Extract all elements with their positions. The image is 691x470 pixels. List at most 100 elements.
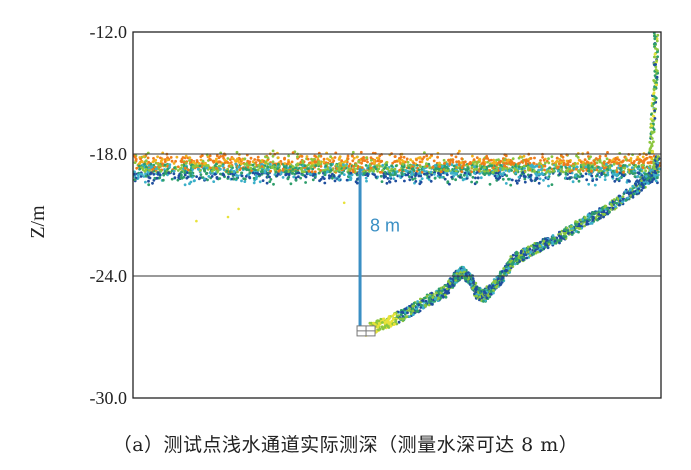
- scatter-point: [632, 192, 636, 196]
- scatter-point: [644, 169, 647, 173]
- scatter-point: [640, 174, 644, 178]
- scatter-point: [332, 159, 336, 163]
- scatter-point: [652, 128, 656, 131]
- scatter-point: [656, 71, 660, 75]
- scatter-point: [475, 294, 478, 298]
- scatter-point: [510, 169, 513, 172]
- scatter-point: [309, 165, 313, 169]
- scatter-point: [215, 167, 219, 170]
- scatter-point: [535, 164, 539, 168]
- scatter-point: [411, 305, 415, 308]
- scatter-point: [429, 170, 433, 174]
- scatter-point: [455, 172, 458, 175]
- scatter-point: [153, 176, 157, 180]
- scatter-point: [499, 159, 502, 163]
- scatter-point: [184, 161, 188, 165]
- scatter-point: [569, 225, 573, 228]
- scatter-point: [595, 168, 599, 172]
- scatter-point: [169, 156, 173, 159]
- scatter-point: [644, 175, 648, 178]
- scatter-point: [575, 223, 579, 227]
- scatter-point: [225, 169, 229, 173]
- scatter-point: [483, 290, 486, 294]
- scatter-point: [445, 287, 449, 291]
- scatter-point: [382, 317, 386, 321]
- scatter-point: [503, 158, 506, 162]
- scatter-point: [555, 156, 559, 160]
- scatter-point: [368, 164, 372, 168]
- scatter-point: [163, 170, 167, 173]
- scatter-point: [474, 281, 478, 285]
- scatter-point: [655, 78, 659, 81]
- scatter-point: [188, 182, 191, 186]
- scatter-point: [189, 174, 193, 178]
- scatter-point: [624, 158, 628, 162]
- depth-label: 8 m: [370, 216, 400, 236]
- scatter-point: [229, 164, 233, 168]
- scatter-point: [559, 169, 562, 173]
- scatter-point: [415, 158, 418, 162]
- scatter-point: [433, 164, 437, 167]
- scatter-point: [229, 161, 233, 164]
- scatter-point: [221, 172, 225, 176]
- scatter-point: [398, 317, 402, 321]
- scatter-point: [351, 154, 354, 158]
- scatter-point: [351, 168, 355, 172]
- scatter-point: [648, 155, 652, 159]
- scatter-point: [281, 176, 285, 179]
- scatter-point: [236, 174, 240, 178]
- scatter-point: [606, 207, 610, 211]
- scatter-point: [294, 178, 298, 182]
- scatter-point: [629, 169, 633, 173]
- scatter-point: [240, 179, 243, 183]
- scatter-point: [522, 174, 526, 178]
- scatter-point: [598, 175, 602, 179]
- scatter-point: [504, 182, 508, 185]
- scatter-point: [195, 175, 199, 179]
- scatter-point: [265, 181, 269, 185]
- scatter-point: [144, 180, 147, 184]
- scatter-point: [492, 291, 495, 295]
- scatter-point: [574, 167, 578, 171]
- scatter-point: [205, 171, 209, 175]
- scatter-point: [637, 165, 641, 168]
- scatter-point: [143, 160, 147, 164]
- scatter-point: [241, 158, 244, 162]
- scatter-point: [529, 157, 533, 160]
- scatter-point: [628, 163, 631, 167]
- scatter-point: [412, 301, 416, 305]
- scatter-point: [418, 160, 422, 164]
- scatter-point: [421, 306, 425, 310]
- scatter-point: [653, 52, 657, 56]
- scatter-point: [489, 290, 493, 293]
- scatter-point: [401, 162, 405, 166]
- scatter-point: [368, 170, 371, 173]
- scatter-point: [576, 220, 579, 224]
- scatter-point: [277, 169, 281, 173]
- scatter-point: [380, 325, 384, 329]
- scatter-point: [294, 170, 298, 173]
- scatter-point: [462, 164, 465, 167]
- scatter-point: [431, 303, 434, 306]
- scatter-point: [209, 158, 212, 162]
- scatter-point: [384, 175, 387, 178]
- scatter-point: [133, 172, 136, 176]
- scatter-point: [653, 117, 657, 120]
- scatter-point: [148, 168, 151, 172]
- scatter-point: [591, 211, 595, 214]
- scatter-point: [310, 170, 314, 174]
- scatter-point: [517, 162, 520, 166]
- scatter-point: [360, 166, 364, 170]
- scatter-point: [492, 160, 496, 164]
- scatter-point: [650, 157, 654, 161]
- scatter-point: [581, 167, 585, 171]
- scatter-point: [590, 165, 594, 169]
- scatter-point: [337, 158, 341, 161]
- scatter-point: [419, 180, 423, 184]
- scatter-point: [629, 188, 632, 192]
- scatter-point: [460, 268, 464, 272]
- scatter-point: [381, 321, 384, 324]
- scatter-point: [586, 222, 590, 226]
- scatter-point: [408, 175, 411, 179]
- scatter-point: [399, 155, 403, 159]
